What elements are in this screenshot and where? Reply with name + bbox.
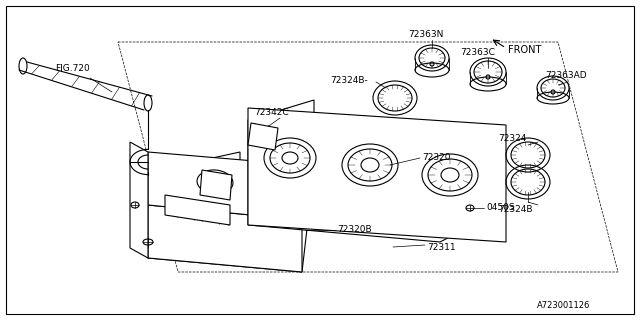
Text: 0450S: 0450S — [486, 204, 515, 212]
Polygon shape — [148, 152, 240, 258]
Polygon shape — [248, 108, 506, 242]
Polygon shape — [148, 205, 302, 272]
Text: 72324B-: 72324B- — [330, 76, 368, 84]
Text: FIG.720: FIG.720 — [55, 63, 90, 73]
Polygon shape — [248, 190, 506, 242]
Text: 72363C: 72363C — [460, 47, 495, 57]
Text: 72324B: 72324B — [498, 205, 532, 214]
Polygon shape — [200, 170, 232, 200]
Polygon shape — [248, 123, 278, 150]
Text: 72324: 72324 — [498, 133, 526, 142]
Polygon shape — [130, 142, 148, 258]
Text: 72320B: 72320B — [337, 226, 372, 235]
Text: 72363N: 72363N — [408, 29, 444, 38]
Text: 72363AD: 72363AD — [545, 70, 587, 79]
Polygon shape — [165, 195, 230, 225]
Polygon shape — [248, 100, 314, 225]
Text: A723001126: A723001126 — [536, 301, 590, 310]
Text: 72320: 72320 — [422, 153, 451, 162]
Polygon shape — [118, 42, 618, 272]
Polygon shape — [148, 206, 308, 272]
Text: 72311: 72311 — [427, 243, 456, 252]
Text: 72342C: 72342C — [254, 108, 289, 116]
Text: FRONT: FRONT — [508, 45, 541, 55]
Polygon shape — [148, 152, 302, 220]
